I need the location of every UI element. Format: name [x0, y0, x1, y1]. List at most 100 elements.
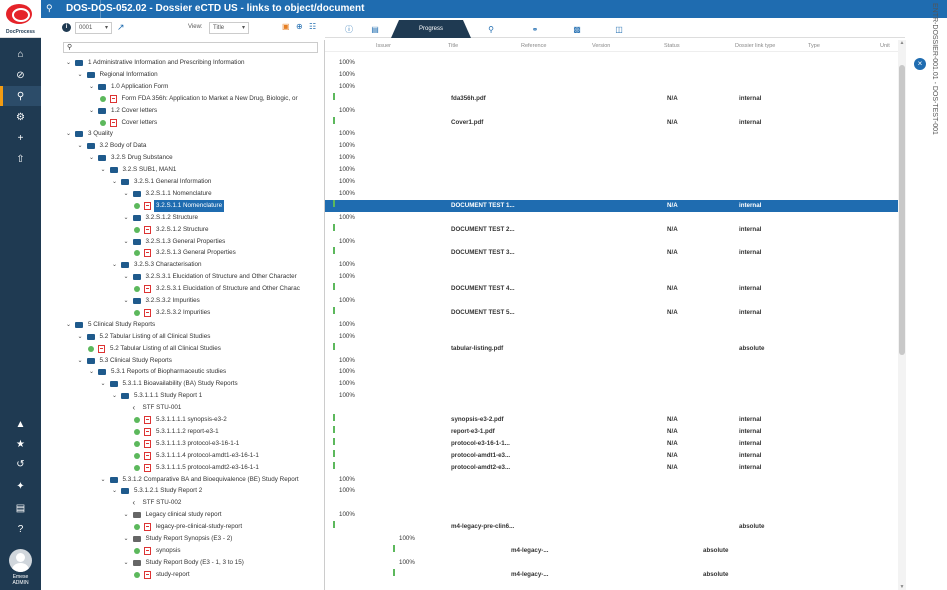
col-title[interactable]: Title — [448, 43, 459, 49]
tree-row[interactable]: ⌄ Regional Information — [60, 69, 324, 81]
tree-row[interactable]: 5.3.1.1.1.5 protocol-amdt2-e3-16-1-1 — [60, 462, 324, 474]
col-reference[interactable]: Reference — [521, 43, 547, 49]
grid-row[interactable]: m4-legacy-... absolute — [325, 544, 898, 557]
chevron-down-icon[interactable]: ⌄ — [123, 512, 129, 519]
tree-row[interactable]: 3.2.S.1.3 General Properties — [60, 247, 324, 259]
col-type[interactable]: Type — [808, 43, 820, 49]
scroll-thumb[interactable] — [899, 65, 905, 355]
tree-row[interactable]: ⌄ 3.2.S.1 General Information — [60, 176, 324, 188]
info-icon[interactable]: i — [62, 23, 71, 32]
chevron-down-icon[interactable]: ⌄ — [112, 262, 118, 269]
tree-row[interactable]: 3.2.S.1.2 Structure — [60, 224, 324, 236]
grid-row[interactable]: tabular-listing.pdf absolute — [325, 342, 898, 355]
grid-row[interactable]: 100% — [325, 390, 898, 402]
grid-row[interactable]: 100% — [325, 474, 898, 486]
chevron-down-icon[interactable]: ⌄ — [123, 238, 129, 245]
grid-row[interactable]: 100% — [325, 105, 898, 117]
chevron-down-icon[interactable]: ⌄ — [123, 274, 129, 281]
grid-row[interactable]: 100% — [325, 485, 898, 497]
tree-row[interactable]: legacy-pre-clinical-study-report — [60, 521, 324, 533]
history-icon[interactable]: ↺ — [16, 458, 25, 470]
chevron-down-icon[interactable]: ⌄ — [89, 155, 95, 162]
col-status[interactable]: Status — [664, 43, 680, 49]
chevron-down-icon[interactable]: ⌄ — [112, 488, 118, 495]
col-version[interactable]: Version — [592, 43, 611, 49]
grid-row[interactable]: DOCUMENT TEST 4... N/A internal — [325, 283, 898, 295]
grid-row[interactable]: synopsis-e3-2.pdf N/A internal — [325, 414, 898, 426]
grid-row[interactable]: 100% — [325, 57, 898, 69]
tree-row[interactable]: ⌄ 5.3 Clinical Study Reports — [60, 355, 324, 367]
chevron-down-icon[interactable]: ⌄ — [77, 143, 83, 150]
tree-row[interactable]: ⌄ 3.2.S.3.2 Impurities — [60, 295, 324, 307]
chevron-down-icon[interactable]: ⌄ — [66, 321, 72, 328]
add-icon[interactable]: + — [17, 132, 24, 144]
wrench-icon[interactable]: ✦ — [16, 480, 25, 492]
tree-row[interactable]: 5.3.1.1.1.3 protocol-e3-16-1-1 — [60, 438, 324, 450]
chevron-down-icon[interactable]: ⌄ — [66, 131, 72, 138]
chevron-down-icon[interactable]: ⌄ — [123, 190, 129, 197]
globe-icon[interactable]: ⊕ — [296, 22, 303, 31]
grid-row[interactable]: protocol-e3-16-1-1... N/A internal — [325, 437, 898, 450]
chevron-down-icon[interactable]: ⌄ — [123, 298, 129, 304]
grid-row[interactable]: DOCUMENT TEST 5... N/A internal — [325, 306, 898, 319]
grid-row[interactable]: 100% — [325, 259, 898, 271]
graduation-icon[interactable]: ▲ — [15, 418, 26, 430]
tree-row[interactable]: ⌄ 5.3.1.1 Bioavailability (BA) Study Repo… — [60, 378, 324, 390]
chevron-down-icon[interactable]: ⌄ — [66, 60, 72, 66]
tree-row[interactable]: ⌄ 5.3.1 Reports of Biopharmaceutic studie… — [60, 366, 324, 378]
grid-row[interactable]: 100% — [325, 176, 898, 188]
clipboard-icon[interactable]: ▤ — [15, 502, 26, 514]
grid-row[interactable]: 100% — [325, 533, 898, 545]
grid-scrollbar[interactable]: ▲ ▼ — [898, 40, 906, 590]
grid-row[interactable]: 100% — [325, 319, 898, 331]
tree-row[interactable]: ⌄ 3.2.S.1.3 General Properties — [60, 236, 324, 248]
scroll-down-icon[interactable]: ▼ — [899, 584, 905, 590]
grid-row[interactable]: 100% — [325, 366, 898, 378]
grid-row[interactable]: protocol-amdt1-e3... N/A internal — [325, 449, 898, 462]
tree-row[interactable]: Cover letters — [60, 117, 324, 129]
tree-row[interactable]: ‹ STF STU-002 — [60, 497, 324, 509]
sitemap-icon[interactable]: ☷ — [309, 22, 317, 31]
tree-row[interactable]: ⌄ Legacy clinical study report — [60, 509, 324, 521]
avatar[interactable] — [9, 549, 32, 572]
grid-row[interactable]: 100% — [325, 81, 898, 93]
tab-info[interactable]: ⓘ — [325, 20, 373, 38]
panel-splitter[interactable] — [324, 40, 325, 590]
grid-row[interactable]: DOCUMENT TEST 3... N/A internal — [325, 247, 898, 259]
tree-row[interactable]: 5.3.1.1.1.4 protocol-amdt1-e3-16-1-1 — [60, 450, 324, 462]
grid-row[interactable]: protocol-amdt2-e3... N/A internal — [325, 461, 898, 474]
tree-row[interactable]: 3.2.S.3.1 Elucidation of Structure and O… — [60, 283, 324, 295]
close-panel-icon[interactable]: × — [914, 58, 926, 70]
grid-row[interactable]: DOCUMENT TEST 2... N/A internal — [325, 223, 898, 236]
tree-row[interactable]: ⌄ 3.2.S.3 Characterisation — [60, 259, 324, 271]
grid-row[interactable]: 100% — [325, 152, 898, 164]
home-icon[interactable]: ⌂ — [17, 48, 24, 60]
grid-row[interactable]: fda356h.pdf N/A internal — [325, 92, 898, 105]
grid-row[interactable]: Cover1.pdf N/A internal — [325, 116, 898, 129]
help-icon[interactable]: ? — [17, 523, 24, 535]
tab-link[interactable]: ⚭ — [511, 20, 559, 38]
tree-row[interactable]: ⌄ 1.2 Cover letters — [60, 105, 324, 117]
chevron-down-icon[interactable]: ⌄ — [112, 393, 118, 400]
tree-row[interactable]: ⌄ 3.2.S.1.2 Structure — [60, 212, 324, 224]
chevron-down-icon[interactable]: ⌄ — [100, 167, 106, 174]
tree-row[interactable]: synopsis — [60, 545, 324, 557]
package-icon[interactable]: ▣ — [282, 22, 290, 31]
tree-row[interactable]: study-report — [60, 569, 324, 581]
tree-row[interactable]: ⌄ 5.3.1.2.1 Study Report 2 — [60, 485, 324, 497]
tree-row[interactable]: ⌄ 3.2.S SUB1, MAN1 — [60, 164, 324, 176]
tree-row[interactable]: ⌄ 5.3.1.1.1 Study Report 1 — [60, 390, 324, 402]
chevron-down-icon[interactable]: ⌄ — [77, 357, 83, 364]
grid-row[interactable]: DOCUMENT TEST 1... N/A internal — [325, 199, 898, 212]
chevron-down-icon[interactable]: ⌄ — [77, 333, 83, 340]
chevron-down-icon[interactable]: ⌄ — [89, 83, 95, 90]
tree-row[interactable]: Form FDA 356h: Application to Market a N… — [60, 93, 324, 105]
grid-row[interactable]: 100% — [325, 557, 898, 569]
tree-search-input[interactable]: ⚲ — [63, 42, 318, 53]
chevron-down-icon[interactable]: ⌄ — [123, 559, 129, 566]
block-icon[interactable]: ⊘ — [16, 69, 25, 81]
chevron-down-icon[interactable]: ⌄ — [89, 369, 95, 376]
chevron-down-icon[interactable]: ⌄ — [123, 536, 129, 542]
sequence-select[interactable]: 0001 ▾ — [75, 22, 112, 34]
grid-row[interactable]: 100% — [325, 378, 898, 390]
